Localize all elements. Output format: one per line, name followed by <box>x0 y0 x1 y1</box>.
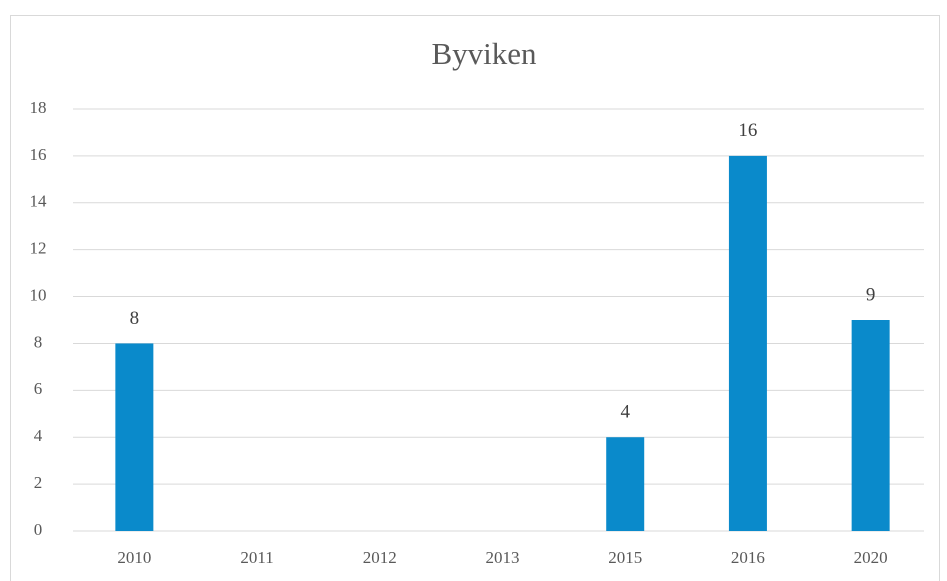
x-tick-label: 2015 <box>608 548 642 567</box>
bar <box>851 320 890 531</box>
chart-border <box>10 15 940 581</box>
x-tick-label: 2010 <box>117 548 151 567</box>
y-tick-label: 12 <box>30 239 47 258</box>
y-tick-label: 10 <box>30 285 47 304</box>
y-tick-label: 0 <box>34 520 43 539</box>
value-label: 9 <box>866 284 876 305</box>
x-tick-label: 2011 <box>240 548 273 567</box>
value-label: 8 <box>130 308 140 329</box>
x-tick-label: 2012 <box>363 548 397 567</box>
bar <box>728 155 767 531</box>
y-tick-label: 2 <box>34 473 43 492</box>
y-tick-label: 16 <box>30 145 47 164</box>
x-tick-label: 2013 <box>486 548 520 567</box>
value-label: 16 <box>738 120 757 141</box>
bar <box>606 437 645 531</box>
x-tick-label: 2020 <box>854 548 888 567</box>
y-tick-label: 4 <box>34 426 43 445</box>
chart-title: Byviken <box>431 36 537 71</box>
bar <box>115 343 154 531</box>
y-tick-label: 6 <box>34 379 43 398</box>
y-tick-label: 8 <box>34 332 43 351</box>
y-tick-label: 14 <box>30 192 48 211</box>
value-label: 4 <box>620 402 630 423</box>
y-tick-label: 18 <box>30 98 47 117</box>
x-tick-label: 2016 <box>731 548 765 567</box>
